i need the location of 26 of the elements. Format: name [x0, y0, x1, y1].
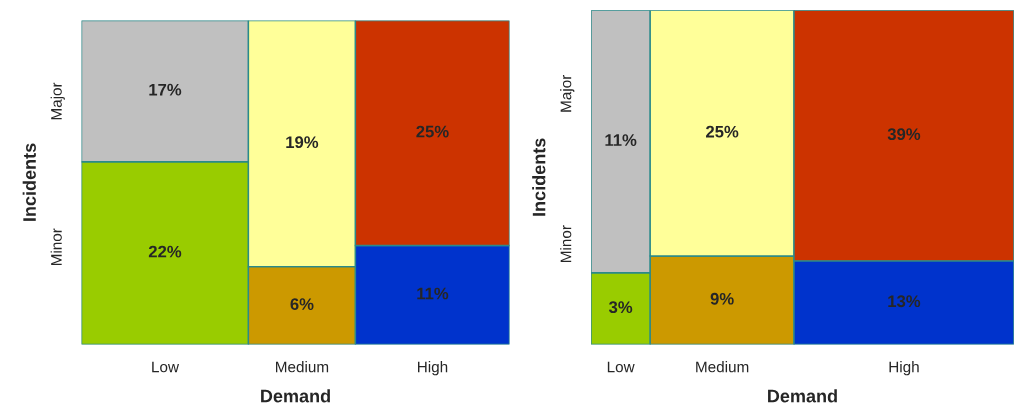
- data-label: 3%: [608, 301, 633, 314]
- data-label: 11%: [605, 134, 637, 146]
- text: Incidents: [532, 138, 546, 216]
- text: Demand: [768, 389, 837, 403]
- data-label: 9%: [710, 292, 734, 305]
- data-label: 6%: [290, 298, 314, 311]
- data-label: 19%: [286, 136, 319, 149]
- text: Minor: [560, 225, 572, 262]
- data-label: 22%: [148, 245, 182, 258]
- category-label: Low: [152, 361, 180, 373]
- data-label: 39%: [887, 128, 921, 141]
- data-label: 25%: [416, 125, 449, 138]
- category-label: High: [418, 361, 448, 376]
- data-label: 17%: [149, 83, 182, 96]
- category-label: Medium: [696, 361, 749, 373]
- category-label: Medium: [276, 361, 329, 373]
- text: Major: [50, 82, 65, 120]
- data-label: 25%: [706, 125, 739, 138]
- text: Minor: [50, 228, 62, 266]
- text: Incidents: [22, 143, 36, 221]
- category-label: High: [889, 361, 919, 376]
- data-label: 11%: [417, 287, 449, 300]
- data-label: 13%: [888, 295, 921, 308]
- text: Major: [560, 74, 575, 112]
- text: Demand: [261, 389, 330, 403]
- category-label: Low: [607, 361, 635, 373]
